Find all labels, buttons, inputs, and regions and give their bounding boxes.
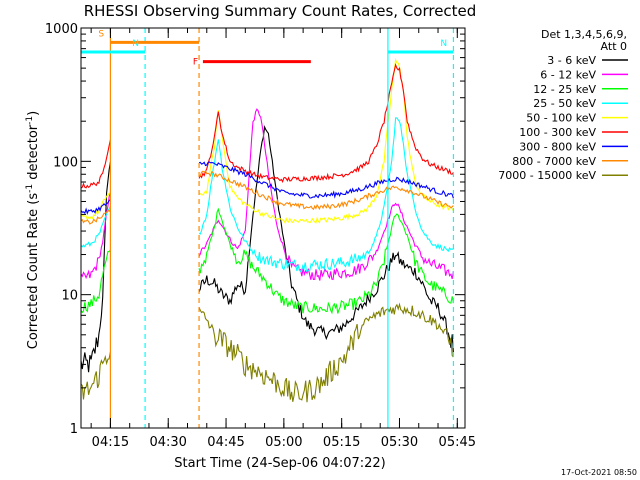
series-800-7000-kev bbox=[80, 169, 454, 225]
y-ticks: 1 10 100 1000 bbox=[45, 22, 465, 437]
flag-label-f-3: F bbox=[193, 58, 198, 68]
flag-label-n-1: N bbox=[132, 39, 139, 49]
legend-label-7000-15000-kev: 7000 - 15000 keV bbox=[498, 169, 596, 182]
x-tick-label: 05:15 bbox=[323, 435, 360, 450]
legend-label-6-12-kev: 6 - 12 keV bbox=[540, 68, 596, 81]
flag-label-n-2: N bbox=[440, 39, 447, 49]
series-layer bbox=[80, 57, 454, 403]
chart-title: RHESSI Observing Summary Count Rates, Co… bbox=[84, 2, 477, 20]
y-tick-label: 1000 bbox=[45, 22, 78, 37]
marker-layer bbox=[109, 28, 455, 428]
legend-header: Det 1,3,4,5,6,9, bbox=[541, 28, 627, 41]
x-tick-label: 04:30 bbox=[149, 435, 186, 450]
legend-label-300-800-kev: 300 - 800 keV bbox=[519, 140, 596, 153]
legend-label-100-300-kev: 100 - 300 keV bbox=[519, 126, 596, 139]
legend-label-50-100-kev: 50 - 100 keV bbox=[526, 112, 596, 125]
series-6-12-kev bbox=[80, 108, 454, 281]
y-tick-label: 10 bbox=[61, 289, 78, 304]
y-axis-label-mid: detector bbox=[26, 124, 41, 184]
y-tick-label: 100 bbox=[53, 155, 78, 170]
series-7000-15000-kev bbox=[80, 302, 454, 403]
y-axis-label-main: Corrected Count Rate (s bbox=[26, 193, 41, 350]
x-tick-label: 05:30 bbox=[381, 435, 418, 450]
x-tick-label: 04:15 bbox=[92, 435, 129, 450]
series-12-25-kev bbox=[80, 207, 454, 315]
legend-label-25-50-kev: 25 - 50 keV bbox=[533, 97, 596, 110]
x-tick-label: 05:00 bbox=[265, 435, 302, 450]
series-50-100-kev bbox=[80, 57, 454, 224]
x-axis-label: Start Time (24-Sep-06 04:07:22) bbox=[174, 456, 385, 471]
y-axis-label-sup2: -1 bbox=[25, 116, 35, 125]
series-100-300-kev bbox=[80, 63, 454, 189]
y-tick-label: 1 bbox=[70, 422, 78, 437]
date-stamp: 17-Oct-2021 08:50 bbox=[561, 468, 637, 477]
series-25-50-kev bbox=[80, 117, 454, 273]
y-axis-label-end: ) bbox=[26, 111, 41, 116]
x-ticks: 04:15 04:30 04:45 05:00 05:15 05:30 05:45 bbox=[90, 28, 476, 450]
flag-label-s-0: S bbox=[98, 29, 104, 39]
series-300-800-kev bbox=[80, 161, 454, 215]
y-axis-label: Corrected Count Rate (s-1 detector-1) bbox=[25, 111, 41, 349]
legend-label-12-25-kev: 12 - 25 keV bbox=[533, 83, 596, 96]
legend-label-800-7000-kev: 800 - 7000 keV bbox=[512, 155, 596, 168]
legend-header: Att 0 bbox=[601, 40, 627, 53]
plot-frame bbox=[80, 27, 466, 429]
flag-layer: S N N F bbox=[81, 29, 454, 68]
legend-label-3-6-kev: 3 - 6 keV bbox=[547, 54, 596, 67]
x-tick-label: 05:45 bbox=[439, 435, 476, 450]
y-axis-label-sup1: -1 bbox=[25, 184, 35, 193]
x-tick-label: 04:45 bbox=[207, 435, 244, 450]
